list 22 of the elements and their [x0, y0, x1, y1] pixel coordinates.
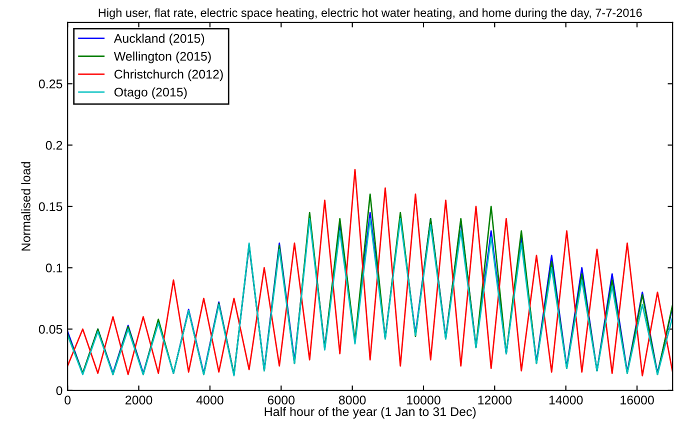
x-tick-label: 6000: [268, 396, 295, 404]
y-tick-label: 0.2: [46, 140, 62, 150]
x-axis-title: Half hour of the year (1 Jan to 31 Dec): [264, 406, 476, 419]
legend-label: Christchurch (2012): [114, 69, 223, 82]
y-tick-label: 0.05: [38, 324, 62, 334]
y-tick-label: 0.1: [46, 264, 62, 272]
legend-label: Otago (2015): [114, 87, 187, 100]
x-tick-label: 14000: [549, 396, 583, 404]
y-axis-title: Normalised load: [21, 162, 30, 251]
x-tick-label: 12000: [478, 396, 512, 404]
y-tick-label: 0: [56, 386, 62, 396]
x-tick-label: 10000: [407, 396, 440, 404]
x-tick-label: 8000: [338, 396, 366, 404]
legend-label: Wellington (2015): [114, 52, 211, 64]
x-tick-label: 4000: [196, 396, 224, 404]
chart-title: High user, flat rate, electric space heating, electric hot water heating, and home during the day, 7-7-2016: [98, 8, 642, 20]
legend-label: Auckland (2015): [114, 34, 204, 46]
y-tick-label: 0.25: [38, 80, 62, 88]
y-tick-label: 0.15: [38, 202, 62, 212]
x-tick-label: 0: [64, 396, 71, 404]
x-tick-label: 16000: [620, 396, 654, 404]
x-tick-label: 2000: [126, 396, 152, 404]
